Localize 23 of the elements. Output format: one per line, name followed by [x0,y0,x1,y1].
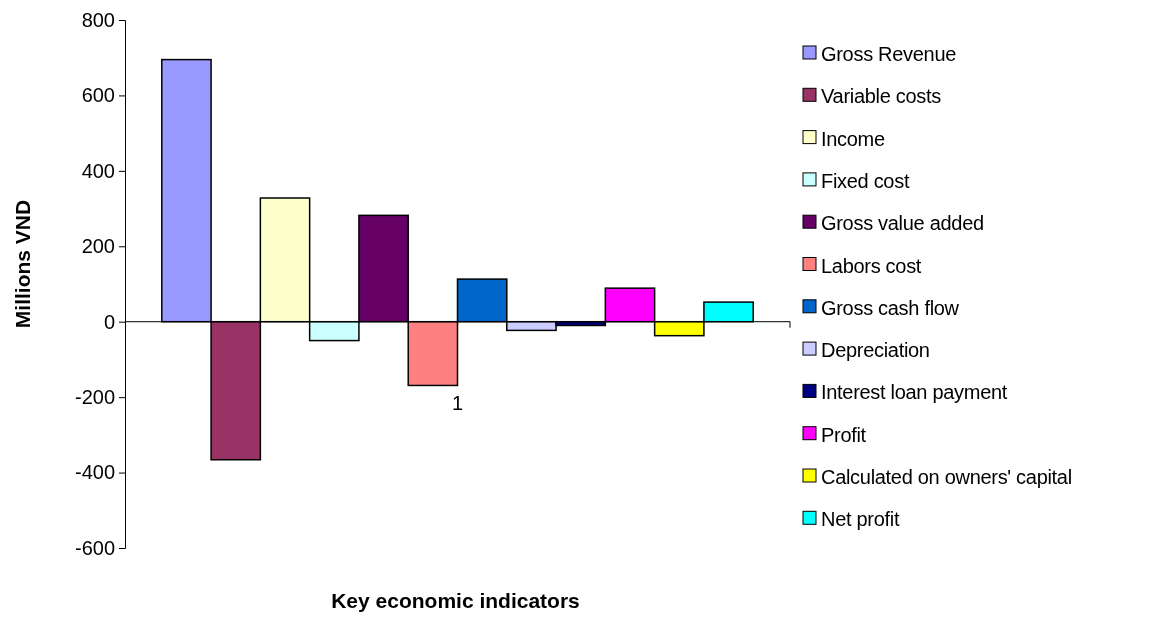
x-axis-title: Key economic indicators [331,589,580,612]
legend-label: Fixed cost [821,169,910,192]
legend-label: Net profit [821,508,900,531]
y-tick-label: -200 [74,386,115,409]
y-tick-label: 0 [103,310,115,333]
legend-label: Calculated on owners' capital [821,466,1072,488]
y-tick-label: 800 [81,8,115,31]
y-tick-label: 400 [81,159,115,182]
y-axis-title: Millions VND [11,199,34,329]
y-tick-label: -400 [74,461,115,484]
y-tick-label: 200 [81,235,115,258]
y-tick-label: -600 [74,536,115,559]
legend-label: Variable costs [821,85,942,108]
legend-label: Gross Revenue [821,43,957,65]
legend-label: Depreciation [821,339,930,362]
legend-label: Gross cash flow [821,296,960,319]
legend-label: Labors cost [821,254,922,277]
legend-label: Gross value added [821,212,984,235]
legend-label: Profit [821,423,867,446]
y-tick-label: 600 [81,84,115,107]
x-tick-label: 1 [451,391,464,414]
legend-label: Interest loan payment [821,381,1008,404]
legend-label: Income [821,127,885,150]
